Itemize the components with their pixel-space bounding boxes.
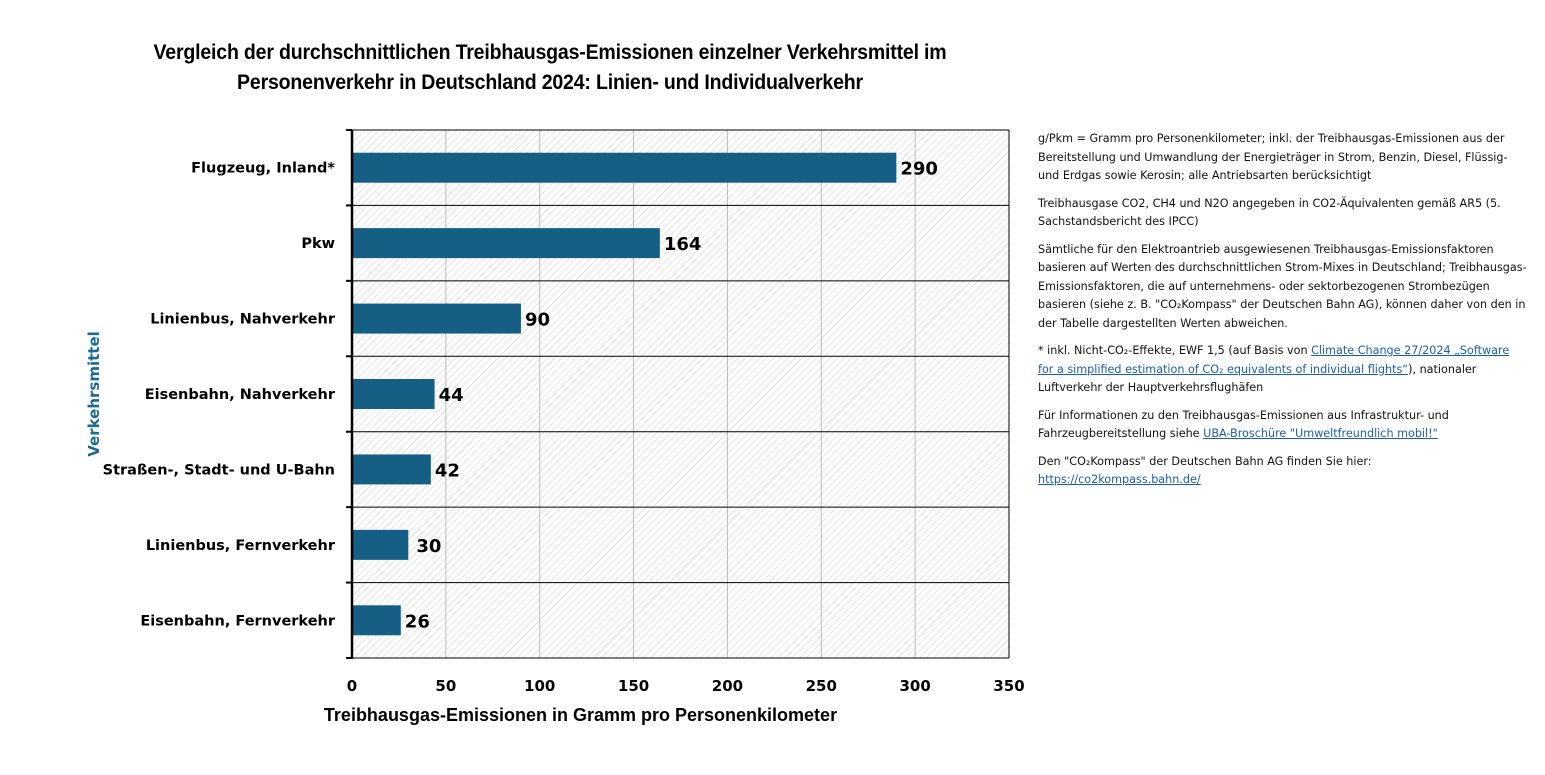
note-flight: * inkl. Nicht-CO₂-Effekte, EWF 1,5 (auf …: [1038, 342, 1528, 398]
x-tick-label: 300: [899, 677, 930, 695]
note-electricity: Sämtliche für den Elektroantrieb ausgewi…: [1038, 242, 1527, 330]
category-label: Linienbus, Nahverkehr: [150, 312, 336, 328]
bar: [352, 303, 521, 334]
x-tick-label: 200: [712, 677, 743, 695]
category-labels: Flugzeug, Inland* Pkw Linienbus, Nahverkeh…: [103, 161, 336, 630]
value-labels: 290 164 90 44 42 30 26: [405, 159, 938, 633]
value-label: 90: [525, 310, 550, 331]
category-label: Linienbus, Fernverkehr: [146, 538, 336, 554]
note-flight-prefix: * inkl. Nicht-CO₂-Effekte, EWF 1,5 (auf …: [1038, 344, 1312, 357]
bar: [352, 228, 660, 259]
bar: [352, 605, 401, 636]
note-infrastructure-prefix: Für Informationen zu den Treibhausgas-Em…: [1038, 408, 1449, 441]
footnotes: g/Pkm = Gramm pro Personenkilometer; ink…: [1038, 130, 1528, 499]
x-tick-label: 50: [435, 677, 456, 695]
plot-area: [352, 130, 1009, 658]
value-label: 30: [416, 536, 441, 557]
category-label: Eisenbahn, Fernverkehr: [140, 613, 336, 629]
uba-brochure-link[interactable]: UBA-Broschüre "Umweltfreundlich mobil!": [1203, 427, 1438, 440]
category-label: Pkw: [301, 236, 335, 252]
chart-title-line-2: Personenverkehr in Deutschland 2024: Lin…: [237, 71, 863, 94]
value-label: 42: [435, 460, 460, 481]
axes: [346, 129, 354, 659]
bar: [352, 379, 435, 409]
category-label: Eisenbahn, Nahverkehr: [145, 387, 336, 403]
climate-change-link[interactable]: Climate Change 27/2024 „Software for a s…: [1038, 344, 1510, 376]
co2kompass-link[interactable]: https://co2kompass.bahn.de/: [1038, 473, 1201, 486]
category-label: Flugzeug, Inland*: [191, 161, 335, 177]
x-tick-label: 350: [993, 677, 1024, 695]
bar: [352, 529, 409, 560]
note-co2kompass: Den "CO₂Kompass" der Deutschen Bahn AG f…: [1038, 453, 1528, 490]
row-separators: [352, 129, 1010, 659]
x-axis-title: Treibhausgas-Emissionen in Gramm pro Per…: [324, 705, 837, 725]
y-axis-title: Verkehrsmittel: [85, 331, 103, 457]
value-label: 164: [664, 234, 702, 255]
note-flight-suffix: ), nationaler Luftverkehr der Hauptverke…: [1038, 362, 1477, 395]
category-label: Straßen-, Stadt- und U-Bahn: [103, 462, 335, 478]
value-label: 26: [405, 611, 430, 632]
note-units: g/Pkm = Gramm pro Personenkilometer; ink…: [1038, 132, 1508, 182]
x-tick-label: 150: [618, 677, 649, 695]
bars: [352, 152, 897, 636]
note-gases: Treibhausgase CO2, CH4 und N2O angegeben…: [1038, 196, 1501, 229]
bar: [352, 152, 897, 183]
value-label: 290: [900, 159, 938, 180]
note-co2kompass-prefix: Den "CO₂Kompass" der Deutschen Bahn AG f…: [1038, 454, 1372, 468]
chart-title: Vergleich der durchschnittlichen Treibha…: [94, 38, 1005, 98]
chart-title-line-1: Vergleich der durchschnittlichen Treibha…: [153, 41, 947, 64]
value-label: 44: [439, 385, 464, 406]
x-tick-label: 100: [524, 677, 555, 695]
x-tick-labels: 0 50 100 150 200 250 300 350: [347, 677, 1025, 695]
x-tick-label: 0: [347, 677, 357, 695]
note-infrastructure: Für Informationen zu den Treibhausgas-Em…: [1038, 407, 1528, 444]
bar: [352, 454, 431, 485]
x-tick-label: 250: [806, 677, 837, 695]
bar-chart: 290 164 90 44 42 30 26 Flugzeug, Inland* Pkw Lin…: [85, 129, 1025, 725]
